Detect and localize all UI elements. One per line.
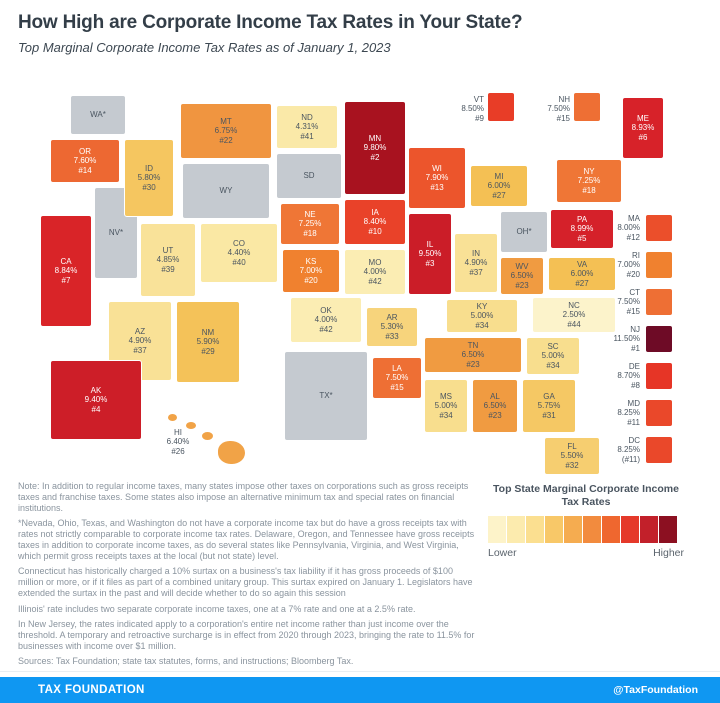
state-pa: PA 8.99% #5 [550,209,614,249]
state-dc-swatch [646,437,672,463]
state-tx: TX* [284,351,368,441]
state-ok: OK 4.00% #42 [290,297,362,343]
state-hi-island [202,432,213,440]
note-new-jersey: In New Jersey, the rates indicated apply… [18,618,475,651]
legend-swatch-8 [621,516,639,543]
legend-end-labels: Lower Higher [488,547,684,559]
state-sc: SC 5.00% #34 [526,337,580,375]
state-al: AL 6.50% #23 [472,379,518,433]
state-nm: NM 5.90% #29 [176,301,240,383]
state-hi-label: HI 6.40% #26 [166,428,190,456]
note-general: Note: In addition to regular income taxe… [18,481,469,513]
note-connecticut: Connecticut has historically charged a 1… [18,566,473,599]
state-de-label: DE 8.70% #8 [617,362,640,390]
state-wa: WA* [70,95,126,135]
page-title: How High are Corporate Income Tax Rates … [18,12,523,33]
state-ri-swatch [646,252,672,278]
state-ri-label: RI 7.00% #20 [617,251,640,279]
state-in: IN 4.90% #37 [454,233,498,293]
state-mo: MO 4.00% #42 [344,249,406,295]
state-vt-swatch [488,93,514,121]
state-md-swatch [646,400,672,426]
state-me: ME 8.93% #6 [622,97,664,159]
state-ma-swatch [646,215,672,241]
state-ak: AK 9.40% #4 [50,360,142,440]
legend-swatch-4 [545,516,563,543]
state-nh-label: NH 7.50% #15 [547,95,570,123]
footer-divider [0,671,720,672]
state-nh-swatch [574,93,600,121]
legend-swatch-5 [564,516,582,543]
state-vt-label: VT 8.50% #9 [461,95,484,123]
state-ct-label: CT 7.50% #15 [617,288,640,316]
state-md-label: MD 8.25% #11 [617,399,640,427]
state-nj-swatch [646,326,672,352]
footnotes: Note: In addition to regular income taxe… [18,481,478,672]
legend-color-ramp [488,516,684,543]
state-ia: IA 8.40% #10 [344,199,406,245]
state-mt: MT 6.75% #22 [180,103,272,159]
state-co: CO 4.40% #40 [200,223,278,283]
state-ma-label: MA 8.00% #12 [617,214,640,242]
state-ut: UT 4.85% #39 [140,223,196,297]
note-illinois: Illinois' rate includes two separate cor… [18,603,416,614]
legend-swatch-7 [602,516,620,543]
state-hi-island [168,414,177,421]
state-or: OR 7.60% #14 [50,139,120,183]
footer-brand: TAX FOUNDATION [38,684,145,696]
state-ky: KY 5.00% #34 [446,299,518,333]
state-nd: ND 4.31% #41 [276,105,338,149]
state-hi-island [186,422,196,429]
state-hi-island [218,441,245,464]
state-dc-label: DC 8.25% (#11) [617,436,640,464]
state-mn: MN 9.80% #2 [344,101,406,195]
state-de-swatch [646,363,672,389]
state-ca: CA 8.84% #7 [40,215,92,327]
state-il: IL 9.50% #3 [408,213,452,295]
state-ny: NY 7.25% #18 [556,159,622,203]
footer-twitter-handle[interactable]: @TaxFoundation [613,684,698,696]
state-id: ID 5.80% #30 [124,139,174,217]
page-subtitle: Top Marginal Corporate Income Tax Rates … [18,40,391,55]
state-fl: FL 5.50% #32 [544,437,600,475]
legend-swatch-9 [640,516,658,543]
state-wv: WV 6.50% #23 [500,257,544,295]
note-gross-receipts: *Nevada, Ohio, Texas, and Washington do … [18,518,475,561]
state-mi: MI 6.00% #27 [470,165,528,207]
state-nv: NV* [94,187,138,279]
state-tn: TN 6.50% #23 [424,337,522,373]
state-oh: OH* [500,211,548,253]
state-la: LA 7.50% #15 [372,357,422,399]
state-nc: NC 2.50% #44 [532,297,616,333]
state-nj-label: NJ 11.50% #1 [613,325,640,353]
state-wi: WI 7.90% #13 [408,147,466,209]
state-ne: NE 7.25% #18 [280,203,340,245]
state-ks: KS 7.00% #20 [282,249,340,293]
state-ms: MS 5.00% #34 [424,379,468,433]
state-sd: SD [276,153,342,199]
state-ct-swatch [646,289,672,315]
footer-bar: TAX FOUNDATION @TaxFoundation [0,677,720,703]
color-legend: Top State Marginal Corporate Income Tax … [488,483,684,559]
note-sources: Sources: Tax Foundation; state tax statu… [18,656,354,667]
state-wy: WY [182,163,270,219]
legend-swatch-6 [583,516,601,543]
state-va: VA 6.00% #27 [548,257,616,291]
legend-swatch-2 [507,516,525,543]
legend-title: Top State Marginal Corporate Income Tax … [493,483,679,508]
state-ga: GA 5.75% #31 [522,379,576,433]
legend-swatch-10 [659,516,677,543]
legend-swatch-3 [526,516,544,543]
legend-higher-label: Higher [653,547,684,559]
state-ar: AR 5.30% #33 [366,307,418,347]
legend-swatch-1 [488,516,506,543]
legend-lower-label: Lower [488,547,517,559]
